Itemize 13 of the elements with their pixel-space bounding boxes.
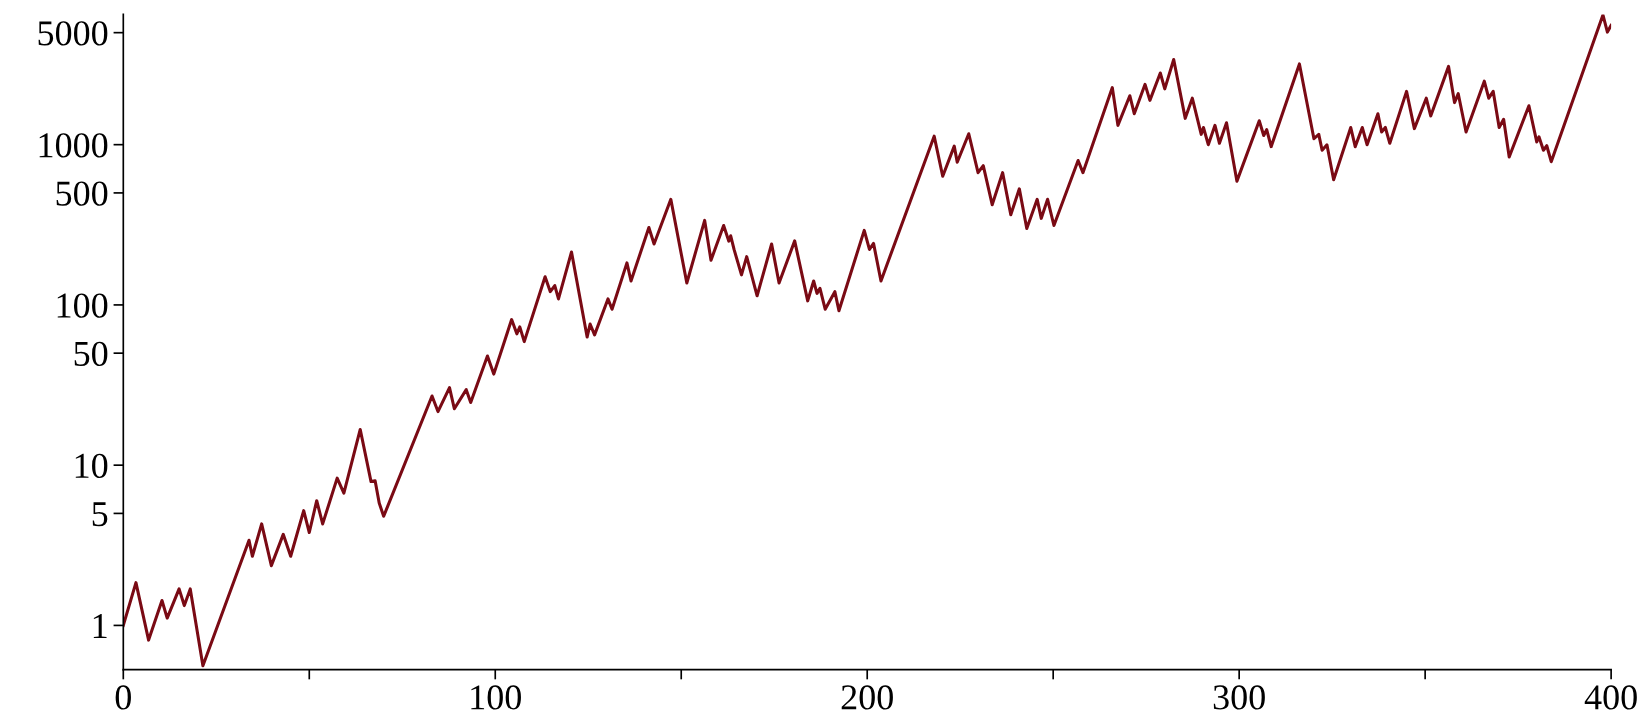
y-tick-label: 5000 — [38, 21, 108, 46]
y-tick-label: 1000 — [39, 133, 108, 158]
y-tick-label: 10 — [75, 453, 108, 479]
x-tick-label: 400 — [1584, 685, 1637, 710]
y-tick-label: 500 — [56, 181, 108, 206]
x-tick-label: 0 — [115, 685, 131, 710]
x-tick-label: 100 — [471, 685, 521, 710]
x-tick-label: 300 — [1213, 685, 1265, 710]
x-tick-label: 200 — [841, 685, 893, 710]
y-tick-label: 100 — [57, 293, 108, 318]
y-tick-label: 50 — [74, 341, 108, 367]
y-tick-label: 1 — [93, 614, 107, 638]
y-tick-label: 5 — [92, 502, 108, 527]
